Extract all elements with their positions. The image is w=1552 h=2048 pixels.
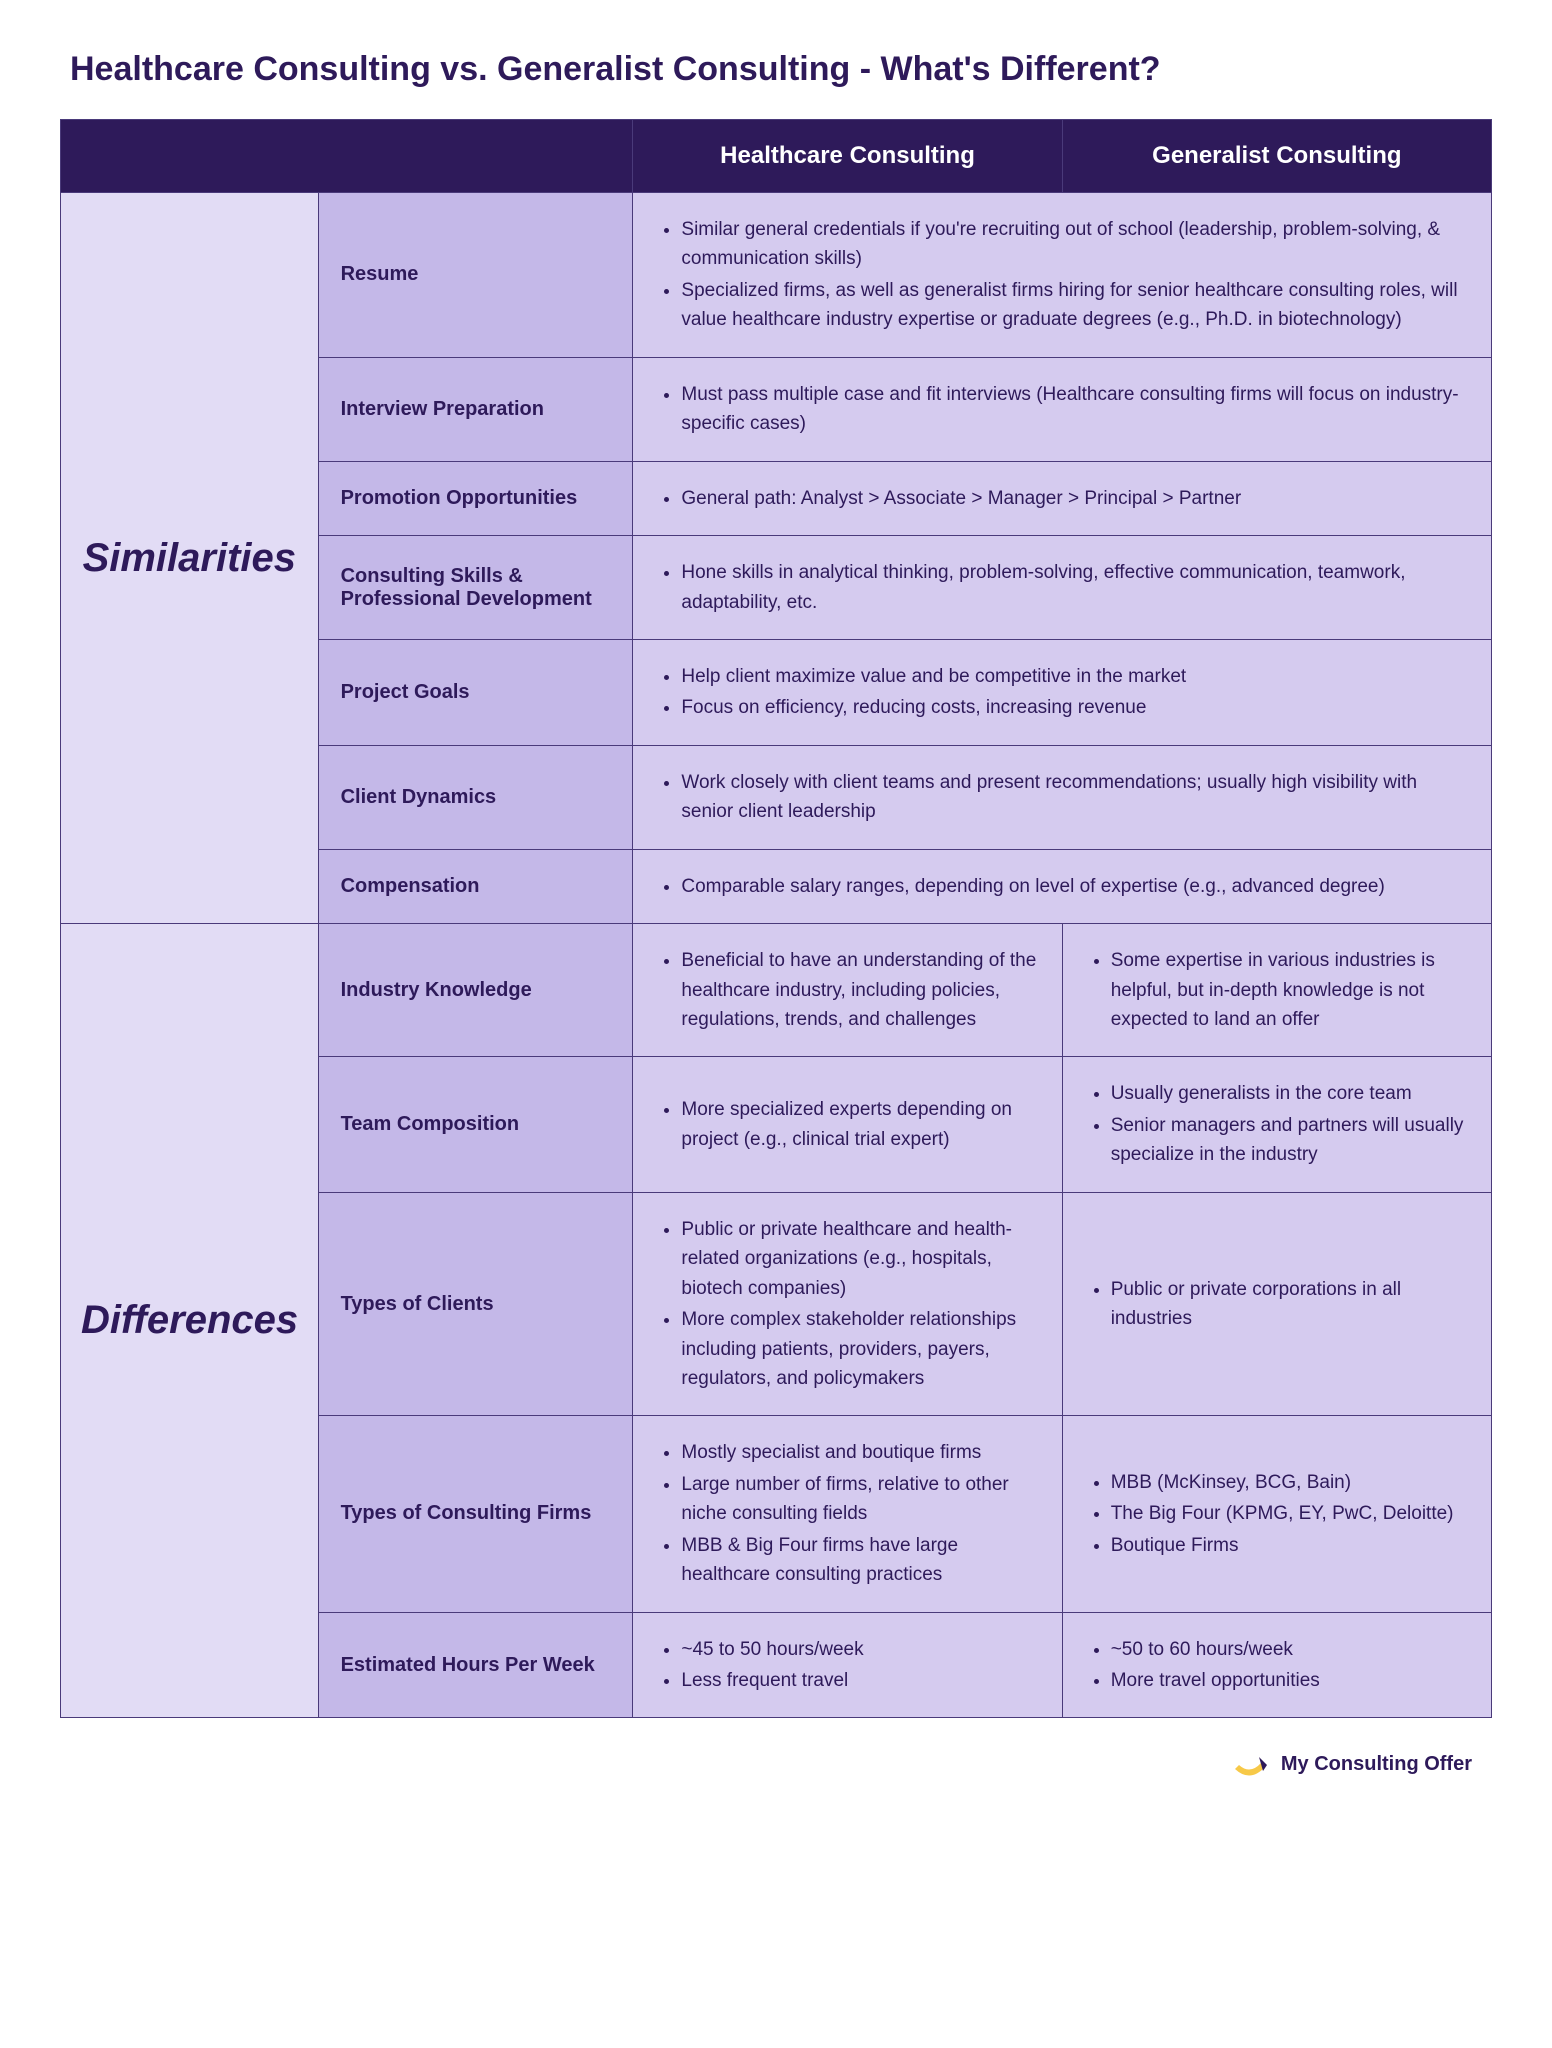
list-item: Beneficial to have an understanding of t… — [681, 946, 1037, 1034]
list-item: Hone skills in analytical thinking, prob… — [681, 558, 1467, 617]
cell-promotion: General path: Analyst > Associate > Mana… — [633, 461, 1492, 535]
list-item: Senior managers and partners will usuall… — [1111, 1111, 1467, 1170]
list-item: MBB (McKinsey, BCG, Bain) — [1111, 1468, 1467, 1497]
row-label-skills: Consulting Skills & Professional Develop… — [318, 536, 633, 640]
cell-interview: Must pass multiple case and fit intervie… — [633, 357, 1492, 461]
cell-skills: Hone skills in analytical thinking, prob… — [633, 536, 1492, 640]
row-label-promotion: Promotion Opportunities — [318, 461, 633, 535]
list-item: The Big Four (KPMG, EY, PwC, Deloitte) — [1111, 1499, 1467, 1528]
list-item: More specialized experts depending on pr… — [681, 1095, 1037, 1154]
list-item: Specialized firms, as well as generalist… — [681, 276, 1467, 335]
cell-resume: Similar general credentials if you're re… — [633, 193, 1492, 358]
cell-clients-gen: Public or private corporations in all in… — [1062, 1192, 1491, 1416]
list-item: Large number of firms, relative to other… — [681, 1470, 1037, 1529]
list-item: ~50 to 60 hours/week — [1111, 1635, 1467, 1664]
list-item: Work closely with client teams and prese… — [681, 768, 1467, 827]
cell-team-hc: More specialized experts depending on pr… — [633, 1057, 1062, 1192]
footer-text: My Consulting Offer — [1281, 1753, 1472, 1776]
page-title: Healthcare Consulting vs. Generalist Con… — [70, 50, 1492, 89]
list-item: Mostly specialist and boutique firms — [681, 1438, 1037, 1467]
list-item: Must pass multiple case and fit intervie… — [681, 380, 1467, 439]
row-label-team: Team Composition — [318, 1057, 633, 1192]
cell-dynamics: Work closely with client teams and prese… — [633, 745, 1492, 849]
list-item: Comparable salary ranges, depending on l… — [681, 872, 1467, 901]
table-row: Similarities Resume Similar general cred… — [61, 193, 1492, 358]
section-differences: Differences — [61, 924, 319, 1718]
row-label-resume: Resume — [318, 193, 633, 358]
list-item: More travel opportunities — [1111, 1666, 1467, 1695]
list-item: Some expertise in various industries is … — [1111, 946, 1467, 1034]
list-item: Focus on efficiency, reducing costs, inc… — [681, 693, 1467, 722]
list-item: Boutique Firms — [1111, 1531, 1467, 1560]
section-similarities: Similarities — [61, 193, 319, 924]
list-item: Less frequent travel — [681, 1666, 1037, 1695]
list-item: Public or private corporations in all in… — [1111, 1275, 1467, 1334]
list-item: MBB & Big Four firms have large healthca… — [681, 1531, 1037, 1590]
cell-firms-gen: MBB (McKinsey, BCG, Bain)The Big Four (K… — [1062, 1416, 1491, 1612]
cell-team-gen: Usually generalists in the core team Seni… — [1062, 1057, 1491, 1192]
cell-hours-hc: ~45 to 50 hours/weekLess frequent travel — [633, 1612, 1062, 1718]
row-label-dynamics: Client Dynamics — [318, 745, 633, 849]
footer: My Consulting Offer — [60, 1743, 1492, 1790]
comparison-table: Healthcare Consulting Generalist Consult… — [60, 119, 1492, 1718]
cell-knowledge-hc: Beneficial to have an understanding of t… — [633, 924, 1062, 1057]
cell-clients-hc: Public or private healthcare and health-… — [633, 1192, 1062, 1416]
header-row: Healthcare Consulting Generalist Consult… — [61, 120, 1492, 193]
row-label-interview: Interview Preparation — [318, 357, 633, 461]
list-item: More complex stakeholder relationships i… — [681, 1305, 1037, 1393]
list-item: General path: Analyst > Associate > Mana… — [681, 484, 1467, 513]
row-label-goals: Project Goals — [318, 639, 633, 745]
list-item: ~45 to 50 hours/week — [681, 1635, 1037, 1664]
header-healthcare: Healthcare Consulting — [633, 120, 1062, 193]
table-row: Differences Industry Knowledge Beneficia… — [61, 924, 1492, 1057]
row-label-hours: Estimated Hours Per Week — [318, 1612, 633, 1718]
logo-icon — [1229, 1743, 1271, 1785]
cell-hours-gen: ~50 to 60 hours/weekMore travel opportun… — [1062, 1612, 1491, 1718]
cell-knowledge-gen: Some expertise in various industries is … — [1062, 924, 1491, 1057]
header-blank — [61, 120, 633, 193]
list-item: Public or private healthcare and health-… — [681, 1215, 1037, 1303]
list-item: Similar general credentials if you're re… — [681, 215, 1467, 274]
row-label-clients: Types of Clients — [318, 1192, 633, 1416]
row-label-compensation: Compensation — [318, 849, 633, 923]
header-generalist: Generalist Consulting — [1062, 120, 1491, 193]
row-label-knowledge: Industry Knowledge — [318, 924, 633, 1057]
list-item: Usually generalists in the core team — [1111, 1079, 1467, 1108]
row-label-firms: Types of Consulting Firms — [318, 1416, 633, 1612]
list-item: Help client maximize value and be compet… — [681, 662, 1467, 691]
cell-goals: Help client maximize value and be compet… — [633, 639, 1492, 745]
cell-firms-hc: Mostly specialist and boutique firms Larg… — [633, 1416, 1062, 1612]
cell-compensation: Comparable salary ranges, depending on l… — [633, 849, 1492, 923]
